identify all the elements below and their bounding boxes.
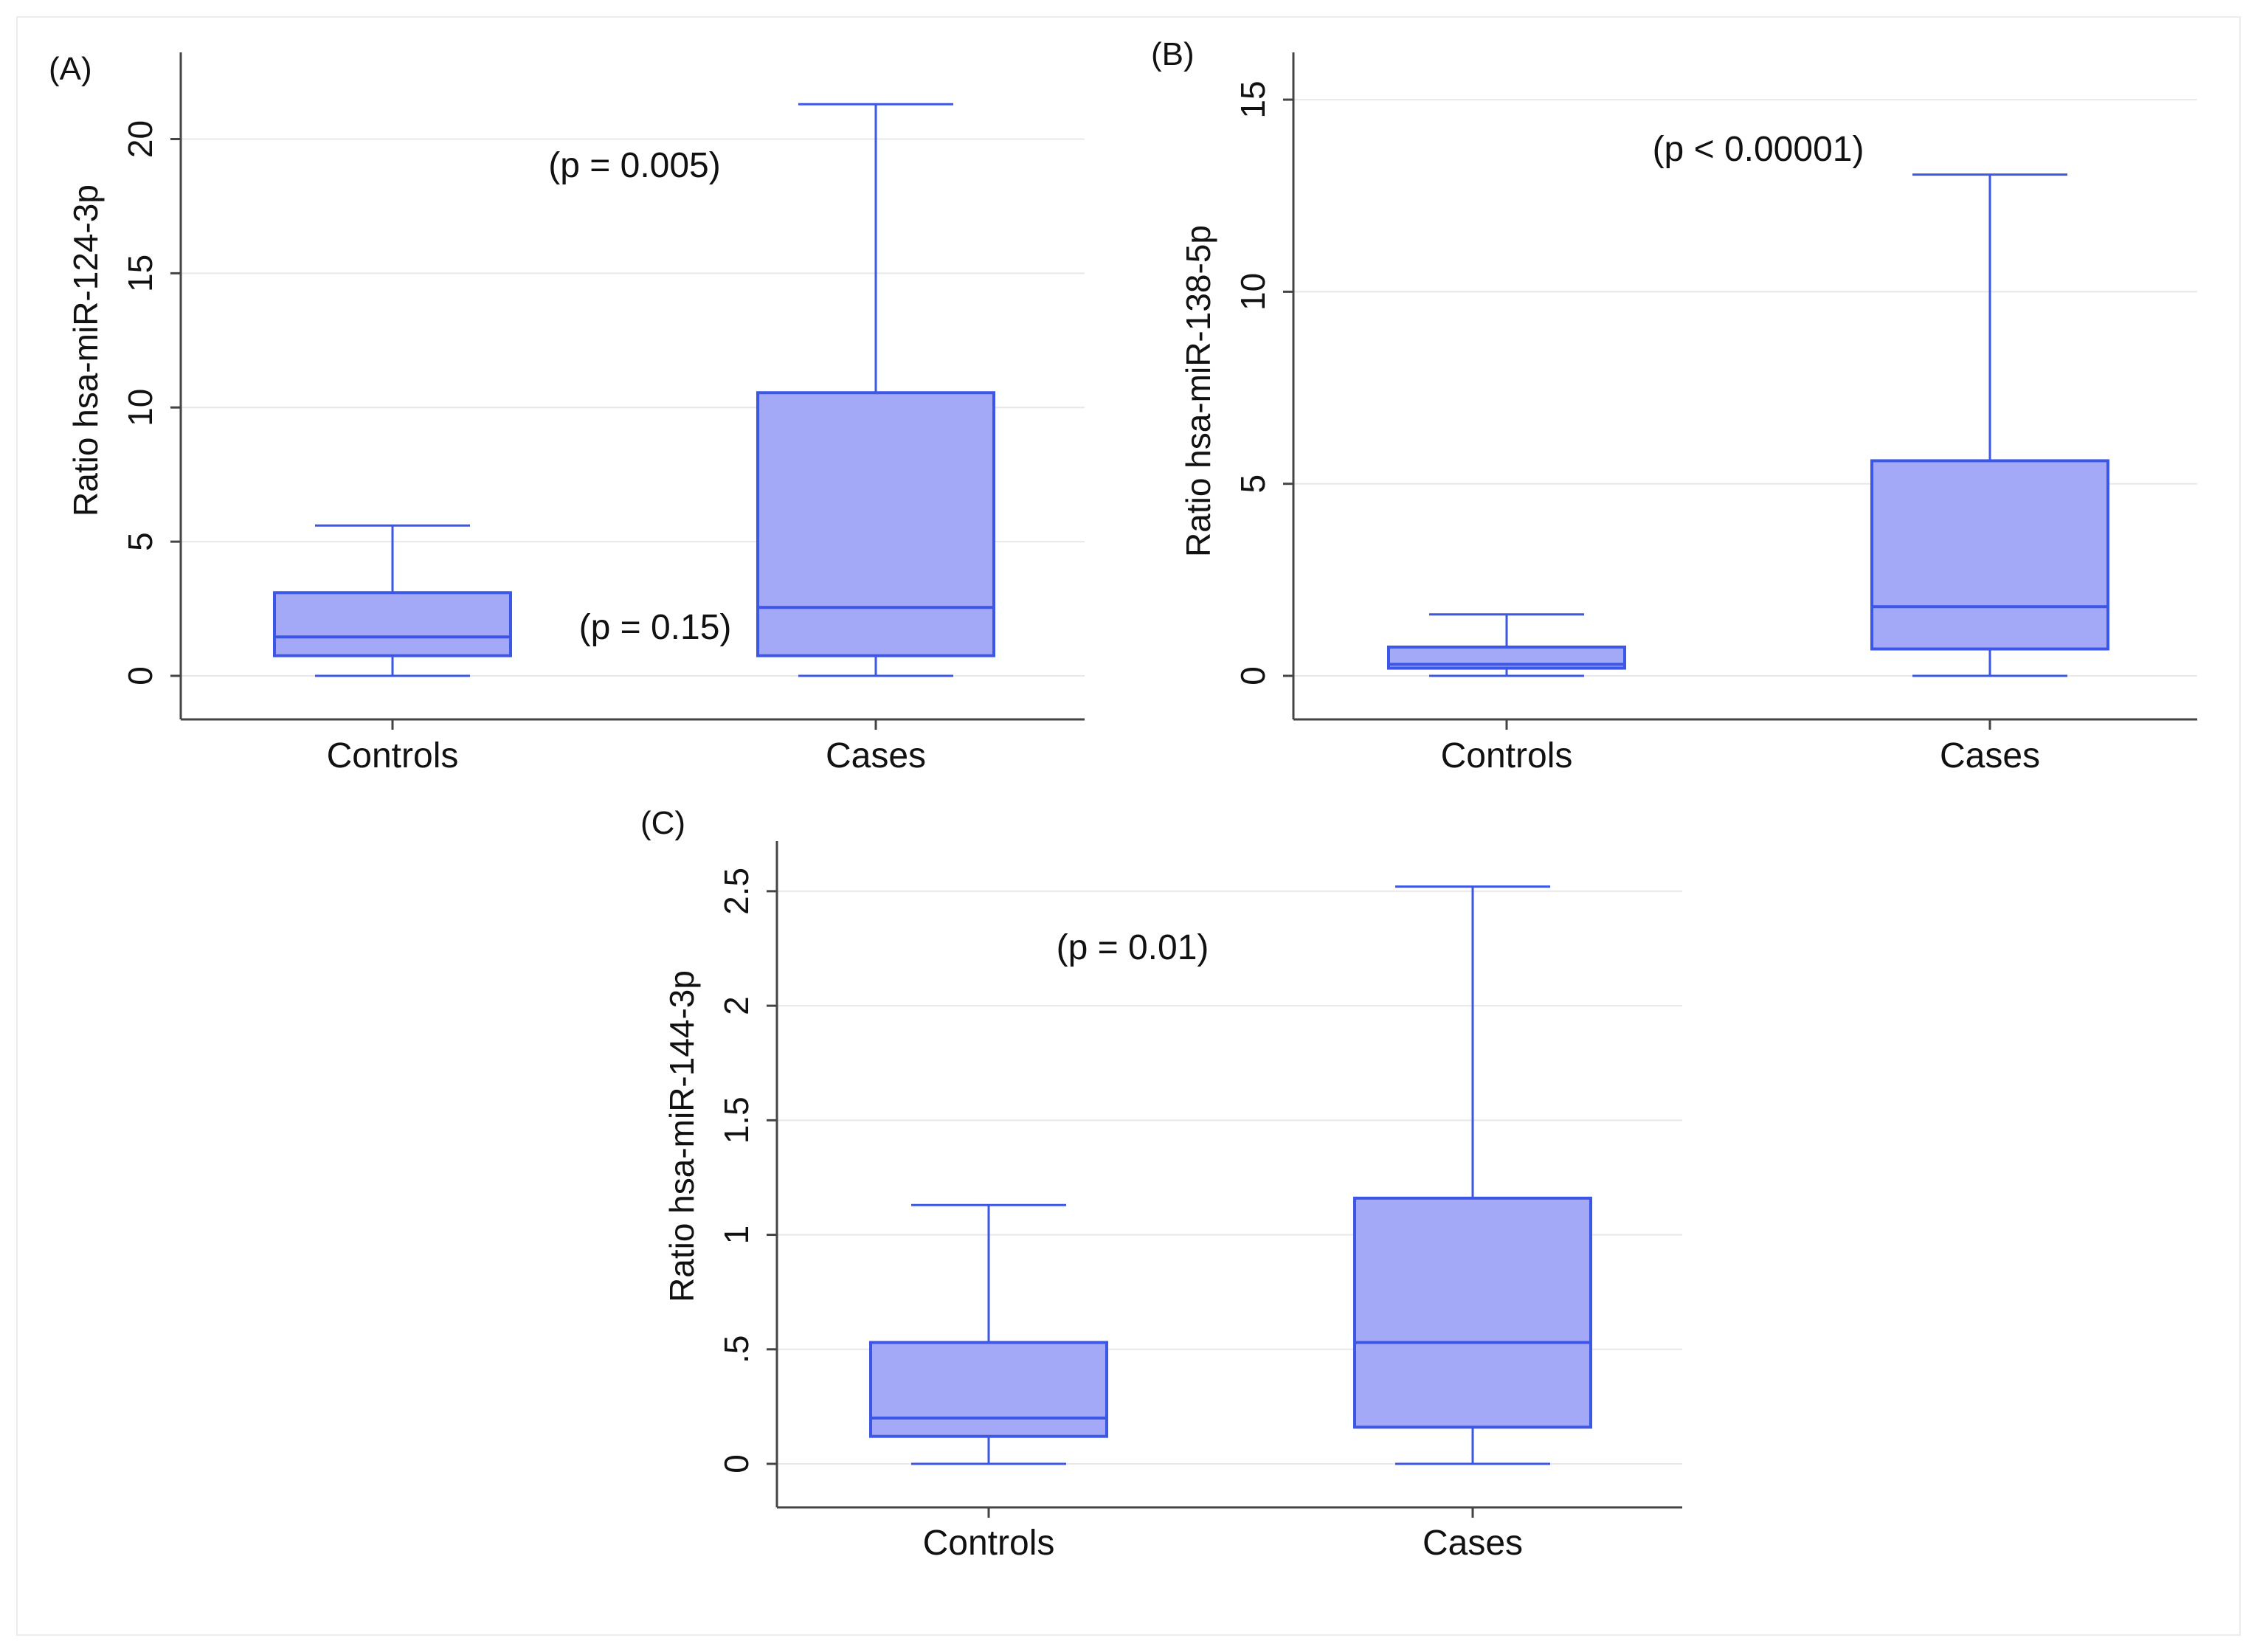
panel-c-ytick-label: .5: [717, 1335, 756, 1364]
panel-c-ytick-label: 2.5: [717, 868, 756, 915]
panel-c-box-cases: [1353, 885, 1592, 1465]
panel-c-label: (C): [640, 805, 685, 841]
iqr-box: [273, 591, 512, 657]
panel-a-box-cases: [756, 103, 995, 677]
panel-c: 0 .5 1 1.5 2 2.5 (C) Ratio hsa-miR-144-3p (p = 0…: [640, 805, 1682, 1563]
panel-c-xtick-cases: Cases: [1423, 1524, 1523, 1563]
panel-a-annotation-1: (p = 0.005): [548, 146, 720, 185]
iqr-box: [756, 391, 995, 657]
panel-a-xtick-cases: Cases: [826, 736, 926, 775]
panel-b-ylabel: Ratio hsa-miR-138-5p: [1179, 225, 1217, 557]
panel-c-xtick-controls: Controls: [923, 1524, 1055, 1563]
panel-b-box-cases: [1870, 173, 2109, 677]
panel-c-ytick-label: 1: [717, 1226, 756, 1245]
panel-b-annotation-1: (p < 0.00001): [1653, 130, 1864, 169]
panel-a: 0 5 10 15 20 (A) Ratio hsa-miR-124-3p (p = 0.00…: [49, 51, 1085, 775]
panel-a-label: (A): [49, 51, 92, 87]
panel-b-box-controls: [1387, 613, 1626, 677]
panel-a-ytick-label: 10: [121, 389, 159, 426]
panel-a-box-controls: [273, 524, 512, 677]
panel-c-ytick-label: 0: [717, 1454, 756, 1473]
panel-a-xtick-controls: Controls: [327, 736, 459, 775]
panel-b-ytick-label: 10: [1234, 273, 1272, 311]
panel-b-ytick-label: 5: [1234, 474, 1272, 494]
panel-b-label: (B): [1151, 36, 1195, 72]
iqr-box: [1870, 459, 2109, 651]
panel-a-ytick-label: 0: [121, 666, 159, 685]
panel-a-ylabel: Ratio hsa-miR-124-3p: [66, 184, 105, 516]
panel-c-annotation-1: (p = 0.01): [1057, 928, 1209, 967]
iqr-box: [869, 1341, 1108, 1438]
panel-a-annotation-2: (p = 0.15): [579, 608, 732, 647]
figure-frame: [16, 16, 2241, 1636]
panel-c-box-controls: [869, 1203, 1108, 1465]
panel-c-ytick-label: 2: [717, 996, 756, 1015]
panel-b: 0 5 10 15 (B) Ratio hsa-miR-138-5p (p < 0.0000…: [1151, 36, 2197, 775]
panel-a-ytick-label: 20: [121, 120, 159, 158]
panel-a-ytick-label: 5: [121, 532, 159, 551]
iqr-box: [1353, 1196, 1592, 1429]
panel-a-ytick-label: 15: [121, 255, 159, 292]
panel-c-ytick-label: 1.5: [717, 1096, 756, 1144]
panel-b-ytick-label: 0: [1234, 666, 1272, 685]
panel-b-ytick-label: 15: [1234, 80, 1272, 118]
panel-b-xtick-cases: Cases: [1940, 736, 2040, 775]
panel-b-xtick-controls: Controls: [1441, 736, 1573, 775]
panel-c-ylabel: Ratio hsa-miR-144-3p: [663, 970, 701, 1302]
